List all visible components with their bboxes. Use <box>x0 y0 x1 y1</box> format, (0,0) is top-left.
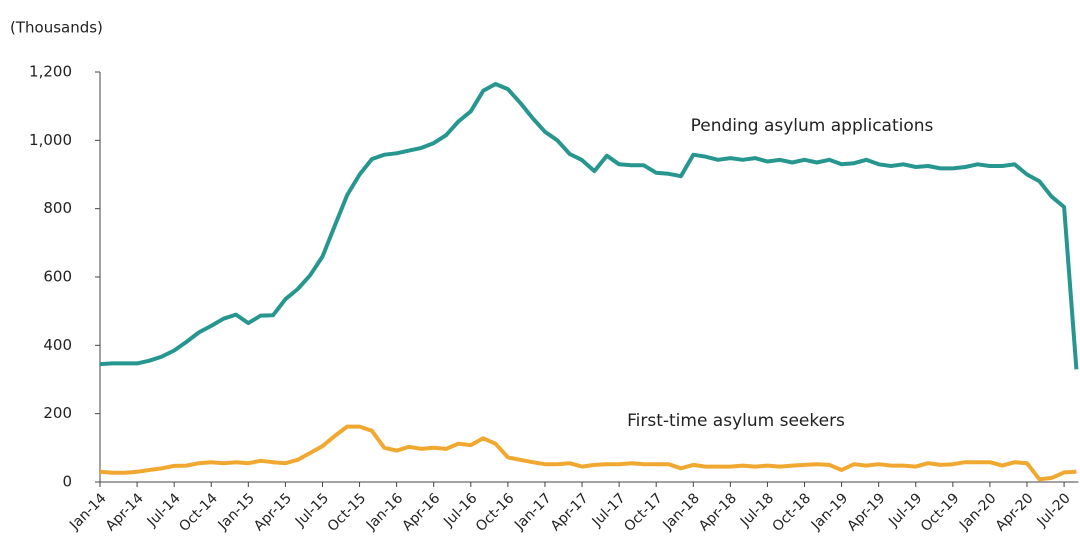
y-tick-label: 600 <box>43 268 72 286</box>
x-tick-label: Jul-20 <box>1034 490 1074 530</box>
series-line <box>99 82 1079 370</box>
x-tick-label: Oct-18 <box>770 490 815 535</box>
x-tick-label: Apr-19 <box>844 490 888 534</box>
x-tick-label: Jan-19 <box>808 490 851 533</box>
x-tick-label: Apr-18 <box>696 490 740 534</box>
x-tick-label: Apr-20 <box>993 490 1037 534</box>
y-tick-label: 1,000 <box>29 131 72 149</box>
x-tick-label: Jan-18 <box>659 490 702 533</box>
x-tick-label: Oct-14 <box>176 490 221 535</box>
x-tick-label: Apr-16 <box>399 490 443 534</box>
series-label: First-time asylum seekers <box>627 411 845 431</box>
x-tick-label: Oct-16 <box>473 490 518 535</box>
x-tick-label: Oct-19 <box>918 490 963 535</box>
y-tick-label: 1,200 <box>29 63 72 81</box>
series-line <box>99 424 1077 482</box>
x-tick-label: Jan-14 <box>66 490 110 534</box>
y-tick-label: 0 <box>62 473 72 491</box>
y-tick-label: 800 <box>43 199 72 217</box>
y-tick-label: 400 <box>43 336 72 354</box>
x-tick-label: Jan-15 <box>215 490 258 533</box>
x-tick-label: Apr-17 <box>548 490 592 534</box>
series-label: Pending asylum applications <box>691 116 934 136</box>
y-axis-label: (Thousands) <box>10 19 103 37</box>
x-tick-label: Jan-20 <box>956 490 999 533</box>
x-tick-label: Oct-17 <box>621 490 666 535</box>
x-tick-label: Jan-16 <box>363 490 407 534</box>
y-tick-label: 200 <box>43 404 72 422</box>
x-tick-label: Jan-17 <box>511 490 554 533</box>
x-tick-label: Apr-15 <box>251 490 295 534</box>
x-tick-label: Apr-14 <box>103 490 147 534</box>
x-tick-label: Oct-15 <box>325 490 370 535</box>
